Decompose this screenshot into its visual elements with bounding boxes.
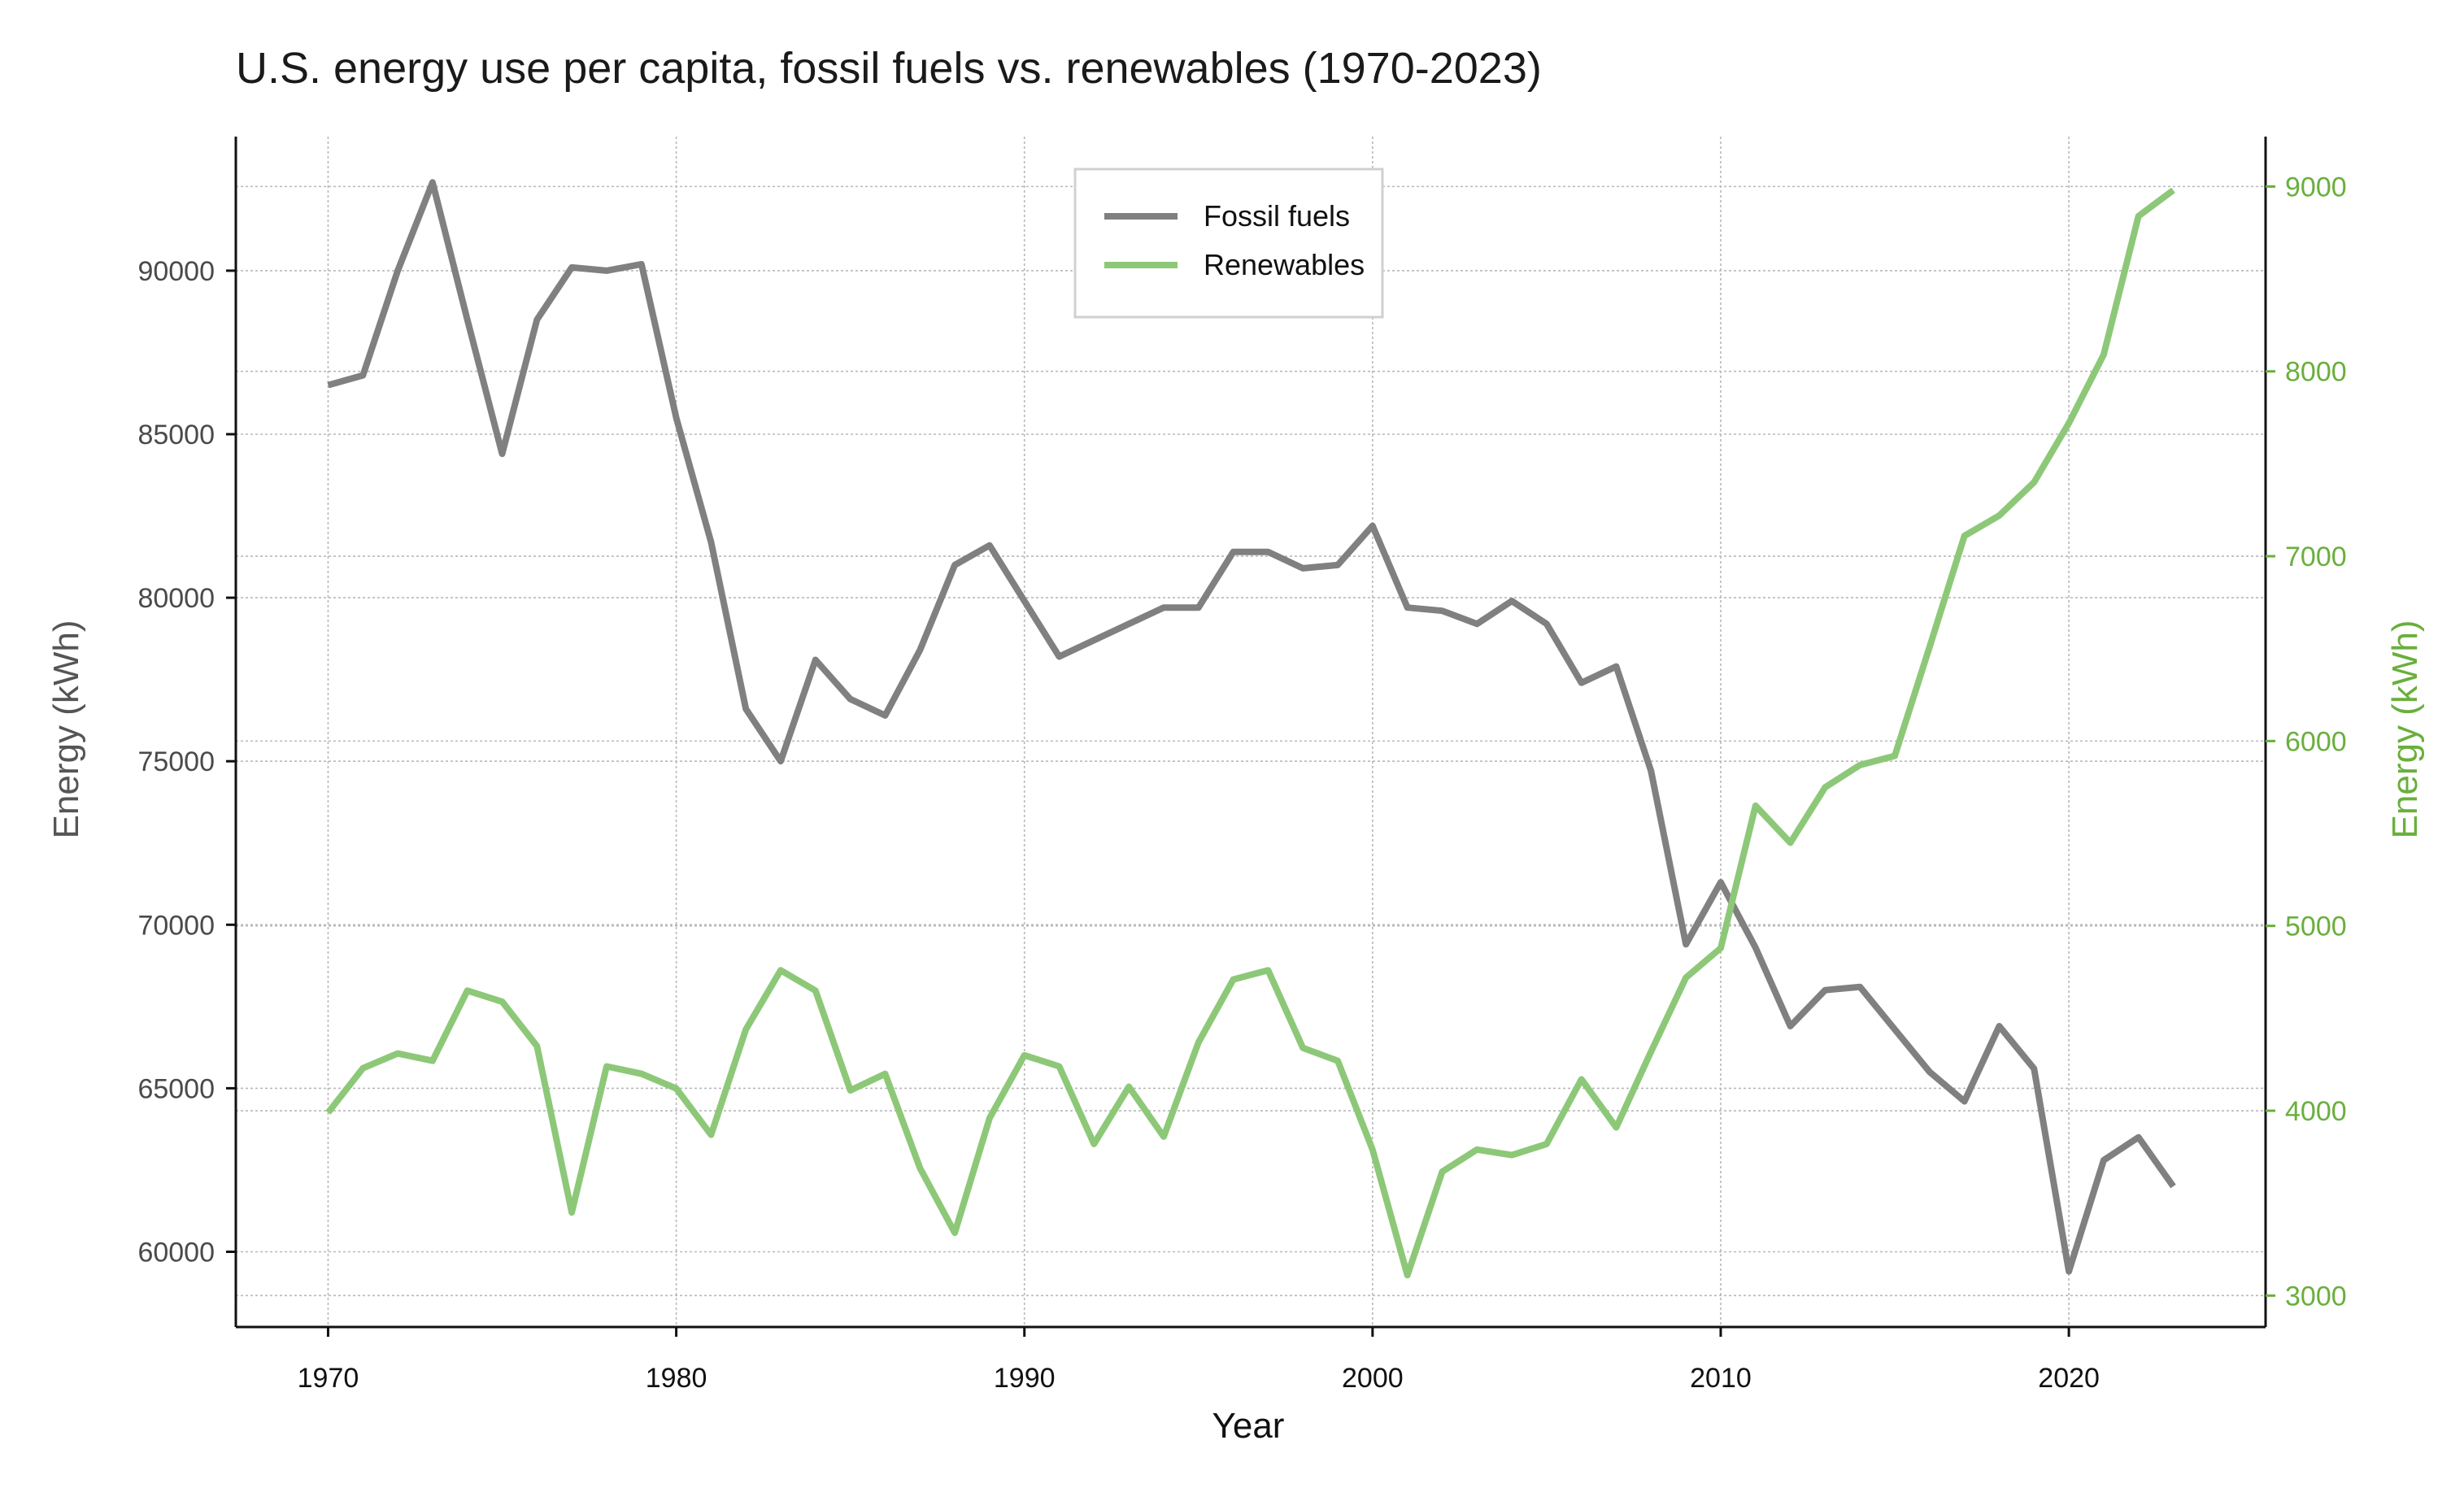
x-tick-label-1990: 1990: [994, 1363, 1056, 1394]
x-tick-label-1970: 1970: [298, 1363, 359, 1394]
y-left-tick-label-60000: 60000: [137, 1237, 215, 1268]
axes: [234, 137, 2267, 1329]
y-left-tick-label-85000: 85000: [137, 420, 215, 450]
y-left-tick-label-65000: 65000: [137, 1073, 215, 1104]
chart-title: U.S. energy use per capita, fossil fuels…: [236, 44, 1542, 93]
legend-box: [1073, 168, 1384, 319]
y-right-tick-label-7000: 7000: [2285, 542, 2347, 572]
x-axis-label: Year: [1212, 1406, 1285, 1446]
x-ticks: 1970 1980 1990 2000 2010 2020: [298, 1327, 2100, 1394]
x-tick-label-2000: 2000: [1342, 1363, 1404, 1394]
series-line-renewables: [325, 187, 2175, 1279]
y-right-tick-label-8000: 8000: [2285, 357, 2347, 388]
y-left-tick-label-90000: 90000: [137, 256, 215, 287]
y-left-tick-label-70000: 70000: [137, 910, 215, 941]
legend: Fossil fuels Renewables: [1073, 168, 1384, 319]
y-right-tick-label-9000: 9000: [2285, 172, 2347, 202]
legend-label-fossil: Fossil fuels: [1204, 199, 1350, 233]
y-left-tick-label-75000: 75000: [137, 746, 215, 777]
legend-label-renewables: Renewables: [1204, 248, 1365, 281]
y-right-tick-label-6000: 6000: [2285, 726, 2347, 757]
x-tick-label-1980: 1980: [646, 1363, 707, 1394]
y-axis-label-left: Energy (kWh): [46, 620, 86, 839]
y-right-tick-label-3000: 3000: [2285, 1281, 2347, 1312]
x-tick-label-2010: 2010: [1690, 1363, 1752, 1394]
y-ticks-right: 3000 4000 5000 6000 7000 8000 9000: [2266, 172, 2347, 1312]
y-right-tick-label-4000: 4000: [2285, 1096, 2347, 1127]
y-left-tick-label-80000: 80000: [137, 583, 215, 614]
series: [325, 179, 2176, 1279]
x-tick-label-2020: 2020: [2038, 1363, 2100, 1394]
y-ticks-left: 60000 65000 70000 75000 80000 85000 90000: [137, 256, 236, 1268]
y-axis-label-right: Energy (kWh): [2385, 620, 2425, 839]
series-line-fossil-fuels: [327, 179, 2176, 1275]
y-right-tick-label-5000: 5000: [2285, 912, 2347, 942]
